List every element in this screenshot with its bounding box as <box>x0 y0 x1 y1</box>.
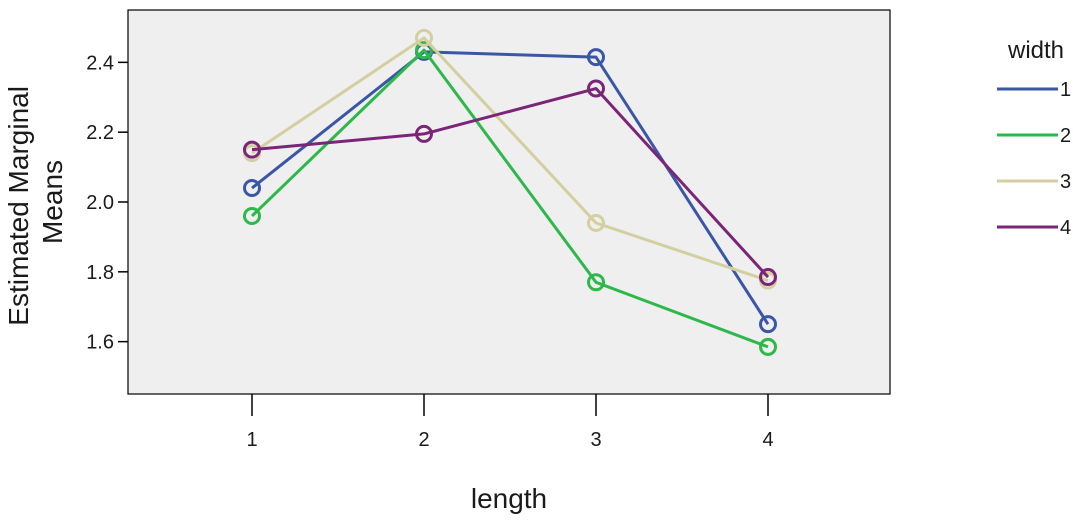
legend-item: 3 <box>997 171 1071 193</box>
y-tick-label: 2.2 <box>86 122 114 144</box>
series-line <box>250 48 769 349</box>
y-axis: 1.6 1.8 2.0 2.2 2.4 <box>86 52 128 354</box>
y-axis-title-line-1: Estimated Marginal <box>3 86 34 326</box>
y-axis-title-line-2: Means <box>37 160 68 244</box>
y-tick-label: 1.8 <box>86 262 114 284</box>
y-tick-label: 2.0 <box>86 192 114 214</box>
data-point <box>587 48 605 67</box>
legend-item: 2 <box>997 125 1071 147</box>
x-axis-title: length <box>471 483 547 514</box>
legend-item: 1 <box>997 79 1071 101</box>
data-point <box>243 179 261 198</box>
legend-label: 2 <box>1060 125 1071 147</box>
x-tick-label: 4 <box>762 429 773 451</box>
data-point <box>243 140 261 159</box>
legend-label: 1 <box>1060 79 1071 101</box>
legend: width 1 2 3 4 <box>997 37 1071 239</box>
y-tick-label: 1.6 <box>86 332 114 354</box>
y-tick-label: 2.4 <box>86 52 114 74</box>
legend-title: width <box>1007 37 1064 64</box>
x-tick-label: 1 <box>246 429 257 451</box>
data-point <box>587 213 605 232</box>
series-2 <box>243 41 777 356</box>
data-point <box>243 206 261 225</box>
data-point <box>759 337 777 356</box>
data-point <box>587 273 605 292</box>
data-point <box>587 79 605 98</box>
legend-label: 3 <box>1060 171 1071 193</box>
x-axis: 1 2 3 4 <box>246 394 774 451</box>
x-tick-label: 2 <box>418 429 429 451</box>
series-line <box>251 36 769 282</box>
data-point <box>415 124 433 143</box>
series-line <box>251 87 770 279</box>
data-point <box>415 41 433 60</box>
legend-item: 4 <box>997 217 1071 239</box>
x-tick-label: 3 <box>590 429 601 451</box>
legend-label: 4 <box>1060 217 1071 239</box>
data-point <box>759 315 777 334</box>
series-line <box>251 50 770 325</box>
series-4 <box>243 79 777 287</box>
series-layer <box>243 28 777 356</box>
plot-area <box>127 9 891 395</box>
data-point <box>759 268 777 287</box>
series-1 <box>243 42 777 334</box>
y-axis-title: Estimated Marginal Means <box>3 78 68 325</box>
data-point <box>415 28 433 47</box>
